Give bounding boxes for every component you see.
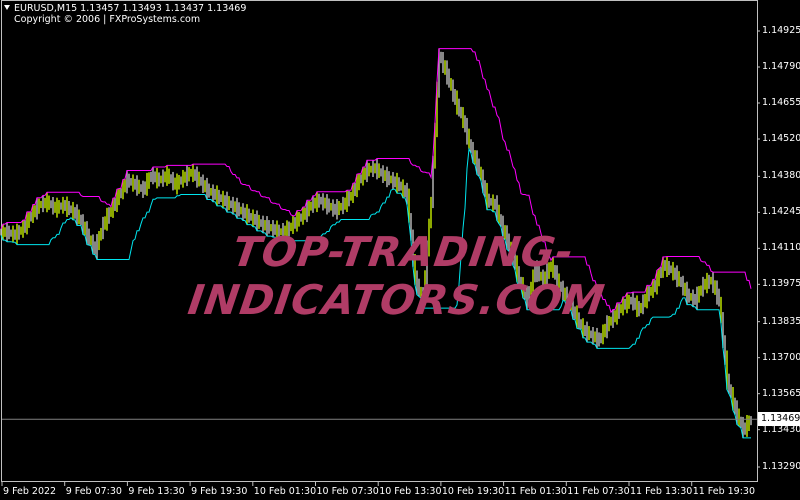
y-tick-label: 1.13700 xyxy=(762,351,800,363)
y-tick-label: 1.14520 xyxy=(762,133,800,144)
y-tick-label: 1.14245 xyxy=(762,206,800,218)
y-tick-label: 1.14380 xyxy=(762,170,800,182)
y-tick-label: 1.13430 xyxy=(762,423,800,435)
y-tick-label: 1.13290 xyxy=(762,461,800,472)
x-tick-label: 11 Feb 13:30 xyxy=(630,486,693,497)
y-tick-label: 1.14790 xyxy=(762,61,800,72)
current-price-label: 1.13469 xyxy=(758,412,800,427)
x-tick-label: 9 Feb 19:30 xyxy=(191,486,248,497)
y-tick-label: 1.14110 xyxy=(762,242,800,254)
symbol-line: EURUSD,M15 1.13457 1.13493 1.13437 1.134… xyxy=(14,3,247,14)
x-tick-label: 10 Feb 13:30 xyxy=(379,486,442,497)
y-tick-label: 1.13835 xyxy=(762,315,800,327)
x-tick-label: 10 Feb 07:30 xyxy=(316,486,379,497)
bars-group xyxy=(0,48,752,438)
y-tick-label: 1.14925 xyxy=(762,25,800,36)
collapse-triangle-icon[interactable] xyxy=(4,5,10,10)
y-tick-label: 1.13975 xyxy=(762,278,800,290)
y-axis-ticks xyxy=(757,30,760,468)
lower-band-line xyxy=(0,147,751,439)
copyright-text: Copyright © 2006 | FXProSystems.com xyxy=(14,14,201,25)
x-tick-label: 11 Feb 07:30 xyxy=(567,486,630,497)
x-tick-label: 9 Feb 13:30 xyxy=(128,486,185,497)
x-tick-label: 11 Feb 01:30 xyxy=(504,486,567,497)
x-tick-label: 10 Feb 19:30 xyxy=(441,486,505,497)
indicator-lines xyxy=(0,48,752,439)
x-tick-label: 10 Feb 01:30 xyxy=(253,486,317,497)
x-tick-label: 11 Feb 19:30 xyxy=(692,486,756,497)
symbol-info: EURUSD,M15 1.13457 1.13493 1.13437 1.134… xyxy=(4,3,246,14)
plot-frame xyxy=(1,0,758,482)
x-tick-label: 9 Feb 2022 xyxy=(3,486,57,497)
y-tick-label: 1.13565 xyxy=(762,387,800,399)
y-tick-label: 1.14655 xyxy=(762,97,800,108)
x-axis-ticks xyxy=(1,482,693,486)
upper-band-line xyxy=(0,48,752,314)
x-tick-label: 9 Feb 07:30 xyxy=(65,486,122,497)
